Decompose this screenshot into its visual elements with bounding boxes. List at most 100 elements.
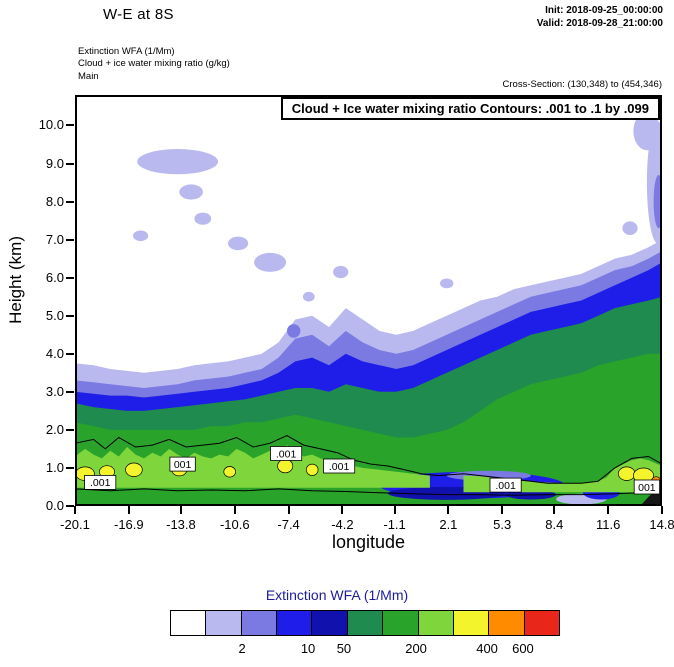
x-tick-label: 2.1 <box>439 517 458 532</box>
colorbar-cell <box>489 611 525 635</box>
svg-text:.001: .001 <box>495 480 516 492</box>
init-time: Init: 2018-09-25_00:00:00 <box>545 5 663 16</box>
x-tick-label: 14.8 <box>649 517 674 532</box>
y-tick-mark <box>66 124 74 127</box>
x-tick-mark <box>501 506 504 514</box>
x-tick-mark <box>179 506 182 514</box>
colorbar-cell <box>206 611 242 635</box>
contour-patch <box>622 221 638 235</box>
field-line-2: Cloud + ice water mixing ratio (g/kg) <box>78 58 230 70</box>
contour-patch <box>194 212 212 225</box>
colorbar-cell <box>277 611 313 635</box>
contour-label: .001 <box>323 458 356 474</box>
field-line-3: Main <box>78 70 99 82</box>
colorbar-cell <box>383 611 419 635</box>
y-tick-mark <box>66 466 74 469</box>
contour-patch <box>137 149 218 175</box>
y-tick-mark <box>66 276 74 279</box>
x-tick-mark <box>233 506 236 514</box>
colorbar-tick-label: 400 <box>476 641 498 656</box>
x-tick-label: 5.3 <box>493 517 512 532</box>
colorbar-cell <box>524 611 559 635</box>
colorbar-cell <box>171 611 207 635</box>
y-tick-label: 5.0 <box>45 307 64 323</box>
y-tick-label: 0.0 <box>45 498 64 513</box>
x-tick-mark <box>127 506 130 514</box>
contour-line <box>75 488 639 496</box>
x-tick-label: 11.6 <box>596 517 621 532</box>
plot-area: .001 001 .001 .001 .001 001 Cloud + Ice water… <box>75 95 662 506</box>
y-tick-label: 8.0 <box>45 193 64 209</box>
run-times: Init: 2018-09-25_00:00:00 Valid: 2018-09… <box>537 5 663 30</box>
contour-patch <box>228 236 249 251</box>
contour-patch <box>333 265 349 279</box>
svg-text:.001: .001 <box>329 461 350 473</box>
x-tick-mark <box>287 506 290 514</box>
y-tick-mark <box>66 200 74 203</box>
x-tick-mark <box>553 506 556 514</box>
contour-patch <box>179 184 203 200</box>
y-tick-mark <box>66 238 74 241</box>
contour-label: .001 <box>84 474 117 490</box>
contour-info-box: Cloud + Ice water mixing ratio Contours:… <box>280 97 660 120</box>
y-tick-label: 9.0 <box>45 155 64 171</box>
x-axis-title: longitude <box>331 532 406 552</box>
x-tick-mark <box>393 506 396 514</box>
x-tick-label: -1.1 <box>383 517 406 532</box>
colorbar <box>170 610 560 636</box>
x-tick-label: 8.4 <box>545 517 564 532</box>
colorbar-tick-label: 600 <box>512 641 534 656</box>
x-tick-label: -20.1 <box>60 517 90 532</box>
contour-patch <box>287 324 301 338</box>
contour-patch <box>302 291 315 302</box>
field-description: Extinction WFA (1/Mm) Cloud + ice water … <box>78 46 230 83</box>
colorbar-cell <box>241 611 278 635</box>
colorbar-cell <box>453 611 490 635</box>
y-tick-label: 2.0 <box>45 421 64 437</box>
contour-patch <box>254 252 287 272</box>
colorbar-tick-label: 50 <box>336 641 352 656</box>
colorbar-cell <box>347 611 384 635</box>
colorbar-tick-label: 10 <box>300 641 316 656</box>
high-value-blob <box>305 463 319 476</box>
y-tick-mark <box>66 390 74 393</box>
x-tick-mark <box>341 506 344 514</box>
y-tick-label: 7.0 <box>45 231 64 247</box>
y-tick-label: 6.0 <box>45 269 64 285</box>
colorbar-cell <box>312 611 348 635</box>
x-tick-label: -10.6 <box>219 517 250 532</box>
contour-patch <box>653 175 662 229</box>
x-tick-label: -4.2 <box>331 517 354 532</box>
bright-green-band-west <box>75 445 430 488</box>
svg-text:.001: .001 <box>90 477 111 489</box>
x-tick-mark <box>661 506 663 514</box>
high-value-blob <box>277 458 294 474</box>
contour-line <box>75 435 662 484</box>
svg-text:001: 001 <box>638 482 656 494</box>
y-tick-mark <box>66 428 74 431</box>
colorbar-title: Extinction WFA (1/Mm) <box>265 587 409 603</box>
contour-patch <box>440 278 454 289</box>
high-value-blob <box>617 466 636 481</box>
high-value-blob <box>223 466 236 478</box>
contour-label: .001 <box>489 477 522 493</box>
colorbar-tick-label: 200 <box>405 641 427 656</box>
colorbar-tick-label: 2 <box>238 641 246 656</box>
y-tick-label: 3.0 <box>45 383 64 399</box>
valid-time: Valid: 2018-09-28_21:00:00 <box>536 17 663 29</box>
svg-text:001: 001 <box>174 459 192 471</box>
cross-section-label: Cross-Section: (130,348) to (454,346) <box>502 79 662 90</box>
y-tick-label: 10.0 <box>38 117 64 133</box>
x-tick-mark <box>447 506 450 514</box>
y-tick-mark <box>66 314 74 317</box>
y-tick-mark <box>66 162 74 165</box>
x-tick-label: -13.8 <box>166 517 196 532</box>
contour-label: .001 <box>270 446 303 461</box>
svg-text:.001: .001 <box>276 448 297 460</box>
y-tick-mark <box>66 505 74 507</box>
page-title: W-E at 8S <box>103 6 174 23</box>
contour-label: 001 <box>169 456 196 472</box>
y-tick-mark <box>66 352 74 355</box>
x-tick-label: -16.9 <box>113 517 144 532</box>
